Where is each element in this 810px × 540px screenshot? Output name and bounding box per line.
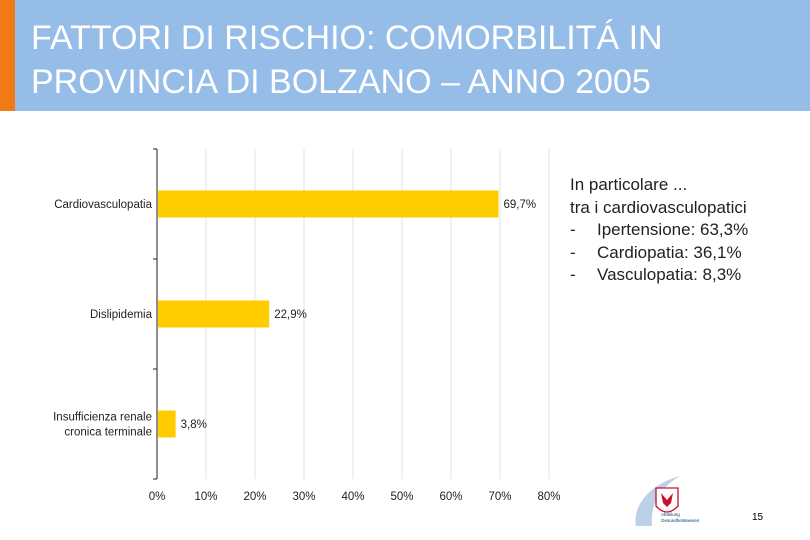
data-label: 69,7% — [504, 199, 537, 211]
note-bullet: - — [570, 220, 576, 239]
x-tick-label: 60% — [439, 491, 462, 503]
detail-note: In particolare ... tra i cardiovasculopa… — [570, 174, 805, 287]
note-item-3: - Vasculopatia: 8,3% — [570, 264, 805, 287]
x-tick-label: 10% — [194, 491, 217, 503]
category-label: cronica terminale — [64, 427, 152, 439]
note-item-text: Cardiopatia: 36,1% — [597, 242, 742, 262]
page-title: FATTORI DI RISCHIO: COMORBILITÁ IN PROVI… — [31, 16, 801, 104]
bar — [158, 410, 176, 438]
x-tick-label: 80% — [537, 491, 560, 503]
logo-text-line-2: Gesundheitswesen — [661, 518, 700, 523]
comorbidity-bar-chart: 0% 10% 20% 30% 40% 50% 60% 70% 80% 69,7% Cardiovas… — [53, 148, 560, 503]
title-line-2: PROVINCIA DI BOLZANO – ANNO 2005 — [31, 63, 651, 101]
note-heading: In particolare ... — [570, 175, 688, 194]
x-tick-label: 30% — [292, 491, 315, 503]
data-label: 3,8% — [181, 419, 207, 431]
note-item-text: Ipertensione: 63,3% — [597, 220, 749, 239]
category-label: Dislipidemia — [90, 309, 153, 321]
provincia-bolzano-logo-icon: Abteilung Gesundheitswesen — [635, 476, 700, 526]
note-item-text: Vasculopatia: 8,3% — [597, 265, 742, 284]
data-label: 22,9% — [274, 309, 307, 321]
header-accent-bar — [0, 0, 15, 111]
page-number: 15 — [752, 512, 764, 523]
header-bar — [0, 0, 810, 111]
note-subheading: tra i cardiovasculopatici — [570, 197, 747, 217]
x-tick-label: 70% — [488, 491, 511, 503]
x-tick-label: 50% — [390, 491, 413, 503]
x-tick-label: 20% — [243, 491, 266, 503]
category-label: Cardiovasculopatia — [54, 199, 152, 211]
bar — [158, 300, 270, 328]
bar — [158, 190, 499, 218]
logo-text-line-1: Abteilung — [661, 512, 680, 517]
category-label: Insufficienza renale — [53, 412, 152, 424]
note-item-2: - Cardiopatia: 36,1% — [570, 242, 805, 265]
title-line-1: FATTORI DI RISCHIO: COMORBILITÁ IN — [31, 19, 663, 57]
note-bullet: - — [570, 265, 576, 284]
x-tick-label: 0% — [149, 491, 166, 503]
x-tick-label: 40% — [341, 491, 364, 503]
note-bullet: - — [570, 242, 576, 262]
note-item-1: - Ipertensione: 63,3% — [570, 219, 805, 242]
